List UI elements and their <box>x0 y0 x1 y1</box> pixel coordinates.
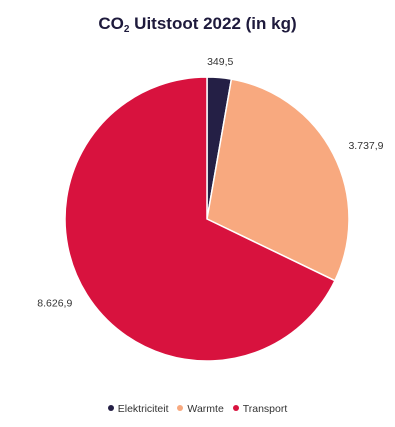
legend-item-warmte: Warmte <box>177 403 224 415</box>
legend-marker-transport <box>232 405 239 411</box>
legend-item-elektriciteit: Elektriciteit <box>107 403 169 415</box>
legend-item-transport: Transport <box>232 403 288 415</box>
chart-title: CO2 Uitstoot 2022 (in kg) <box>0 14 395 35</box>
data-label-elektriciteit: 349,5 <box>207 56 233 68</box>
title-subscript: 2 <box>123 24 130 35</box>
legend-label-warmte: Warmte <box>187 403 224 415</box>
pie-slice-warmte <box>206 78 350 282</box>
legend-label-transport: Transport <box>242 403 288 415</box>
data-label-warmte: 3.737,9 <box>348 140 383 152</box>
title-rest: Uitstoot 2022 (in kg) <box>129 14 297 33</box>
data-label-transport: 8.626,9 <box>37 297 72 309</box>
legend-marker-warmte <box>177 405 184 411</box>
pie-slice-transport <box>64 76 336 362</box>
legend-label-elektriciteit: Elektriciteit <box>117 403 169 415</box>
title-co: CO <box>98 14 124 33</box>
chart-legend: Elektriciteit Warmte Transport <box>0 403 395 415</box>
legend-marker-elektriciteit <box>107 405 114 411</box>
